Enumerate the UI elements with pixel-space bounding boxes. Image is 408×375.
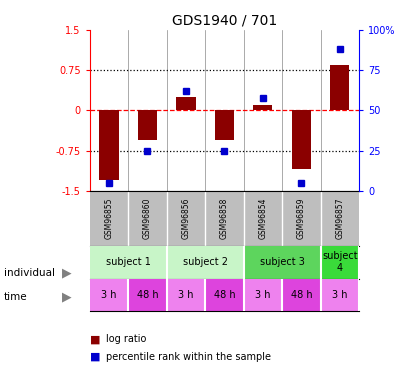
Text: individual: individual [4, 268, 55, 278]
Text: 48 h: 48 h [137, 290, 158, 300]
Bar [292, 110, 311, 169]
Bar [128, 279, 167, 311]
Text: GSM96855: GSM96855 [104, 198, 113, 239]
Bar [321, 246, 359, 279]
Text: 3 h: 3 h [101, 290, 117, 300]
Text: time: time [4, 292, 28, 302]
Text: GSM96858: GSM96858 [220, 198, 229, 239]
Text: ▶: ▶ [62, 291, 71, 304]
Title: GDS1940 / 701: GDS1940 / 701 [172, 13, 277, 27]
Text: ■: ■ [90, 352, 100, 362]
Bar [215, 110, 234, 140]
Text: subject 3: subject 3 [259, 257, 304, 267]
Text: GSM96856: GSM96856 [182, 198, 191, 239]
Bar [244, 246, 321, 279]
Bar [253, 105, 273, 110]
Text: GSM96860: GSM96860 [143, 198, 152, 239]
Bar [100, 110, 119, 180]
Text: subject 1: subject 1 [106, 257, 151, 267]
Bar [167, 246, 244, 279]
Text: GSM96859: GSM96859 [297, 198, 306, 239]
Bar [321, 279, 359, 311]
Bar [90, 246, 167, 279]
Bar [205, 279, 244, 311]
Text: 3 h: 3 h [332, 290, 348, 300]
Text: subject
4: subject 4 [322, 252, 358, 273]
Text: ■: ■ [90, 334, 100, 344]
Text: percentile rank within the sample: percentile rank within the sample [106, 352, 271, 362]
Text: log ratio: log ratio [106, 334, 146, 344]
Bar [167, 279, 205, 311]
Bar [282, 279, 321, 311]
Bar [330, 65, 349, 110]
Text: ▶: ▶ [62, 267, 71, 279]
Bar [176, 97, 195, 110]
Bar [90, 279, 128, 311]
Text: GSM96857: GSM96857 [335, 198, 344, 239]
Bar [244, 279, 282, 311]
Text: 3 h: 3 h [255, 290, 271, 300]
Text: subject 2: subject 2 [183, 257, 228, 267]
Text: 48 h: 48 h [213, 290, 235, 300]
Text: GSM96854: GSM96854 [258, 198, 267, 239]
Bar [138, 110, 157, 140]
Text: 48 h: 48 h [290, 290, 312, 300]
Text: 3 h: 3 h [178, 290, 194, 300]
